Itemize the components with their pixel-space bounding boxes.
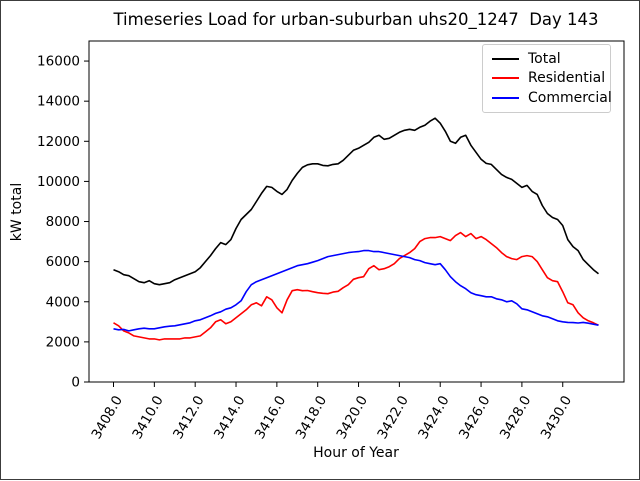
x-tick-label: 3428.0: [497, 393, 534, 442]
series-line-1: [113, 231, 599, 341]
y-tick-label: 6000: [46, 254, 80, 270]
x-tick-label: 3414.0: [211, 393, 248, 442]
y-tick-label: 16000: [37, 54, 80, 70]
legend-line-swatch-total: [492, 57, 519, 60]
x-axis-label: Hour of Year: [313, 445, 399, 461]
x-tick-label: 3410.0: [129, 393, 166, 442]
x-ticks: 3408.0 3410.0 3412.0 3414.0 3416.0 3418.0 3420…: [88, 382, 575, 442]
x-tick-label: 3420.0: [334, 393, 371, 442]
x-tick-label: 3412.0: [170, 393, 207, 442]
x-tick-label: 3426.0: [456, 393, 493, 442]
x-tick-label: 3418.0: [293, 393, 330, 442]
legend-label-residential: Residential: [528, 70, 606, 87]
axes-frame: [88, 40, 625, 383]
legend-label-commercial: Commercial: [528, 90, 612, 107]
y-tick-label: 10000: [37, 174, 80, 190]
legend-line-swatch-residential: [492, 77, 519, 80]
y-tick-label: 0: [71, 375, 80, 391]
series-lines: [113, 117, 599, 341]
series-line-2: [113, 249, 599, 332]
x-tick-label: 3430.0: [538, 393, 575, 442]
x-tick-label: 3424.0: [415, 393, 452, 442]
x-tick-label: 3408.0: [88, 393, 125, 442]
legend-item-residential: Residential: [492, 70, 606, 87]
legend-item-total: Total: [492, 52, 602, 66]
legend-label-total: Total: [528, 50, 561, 67]
legend-item-commercial: Commercial: [492, 91, 612, 105]
y-axis-label: kW total: [9, 183, 25, 241]
legend-line-swatch-commercial: [492, 97, 519, 100]
y-tick-label: 4000: [46, 294, 80, 310]
y-tick-label: 8000: [46, 214, 80, 230]
x-tick-label: 3416.0: [252, 393, 289, 442]
chart-title: Timeseries Load for urban-suburban uhs20…: [112, 10, 598, 30]
y-tick-label: 2000: [46, 334, 80, 350]
y-tick-label: 14000: [37, 94, 80, 110]
legend: Total Residential Commercial: [482, 44, 612, 113]
series-line-0: [113, 117, 599, 286]
y-ticks: 0 2000 4000 6000 8000 10000 12000 14000 16000: [37, 54, 89, 391]
y-tick-label: 12000: [37, 134, 80, 150]
x-tick-label: 3422.0: [374, 393, 411, 442]
